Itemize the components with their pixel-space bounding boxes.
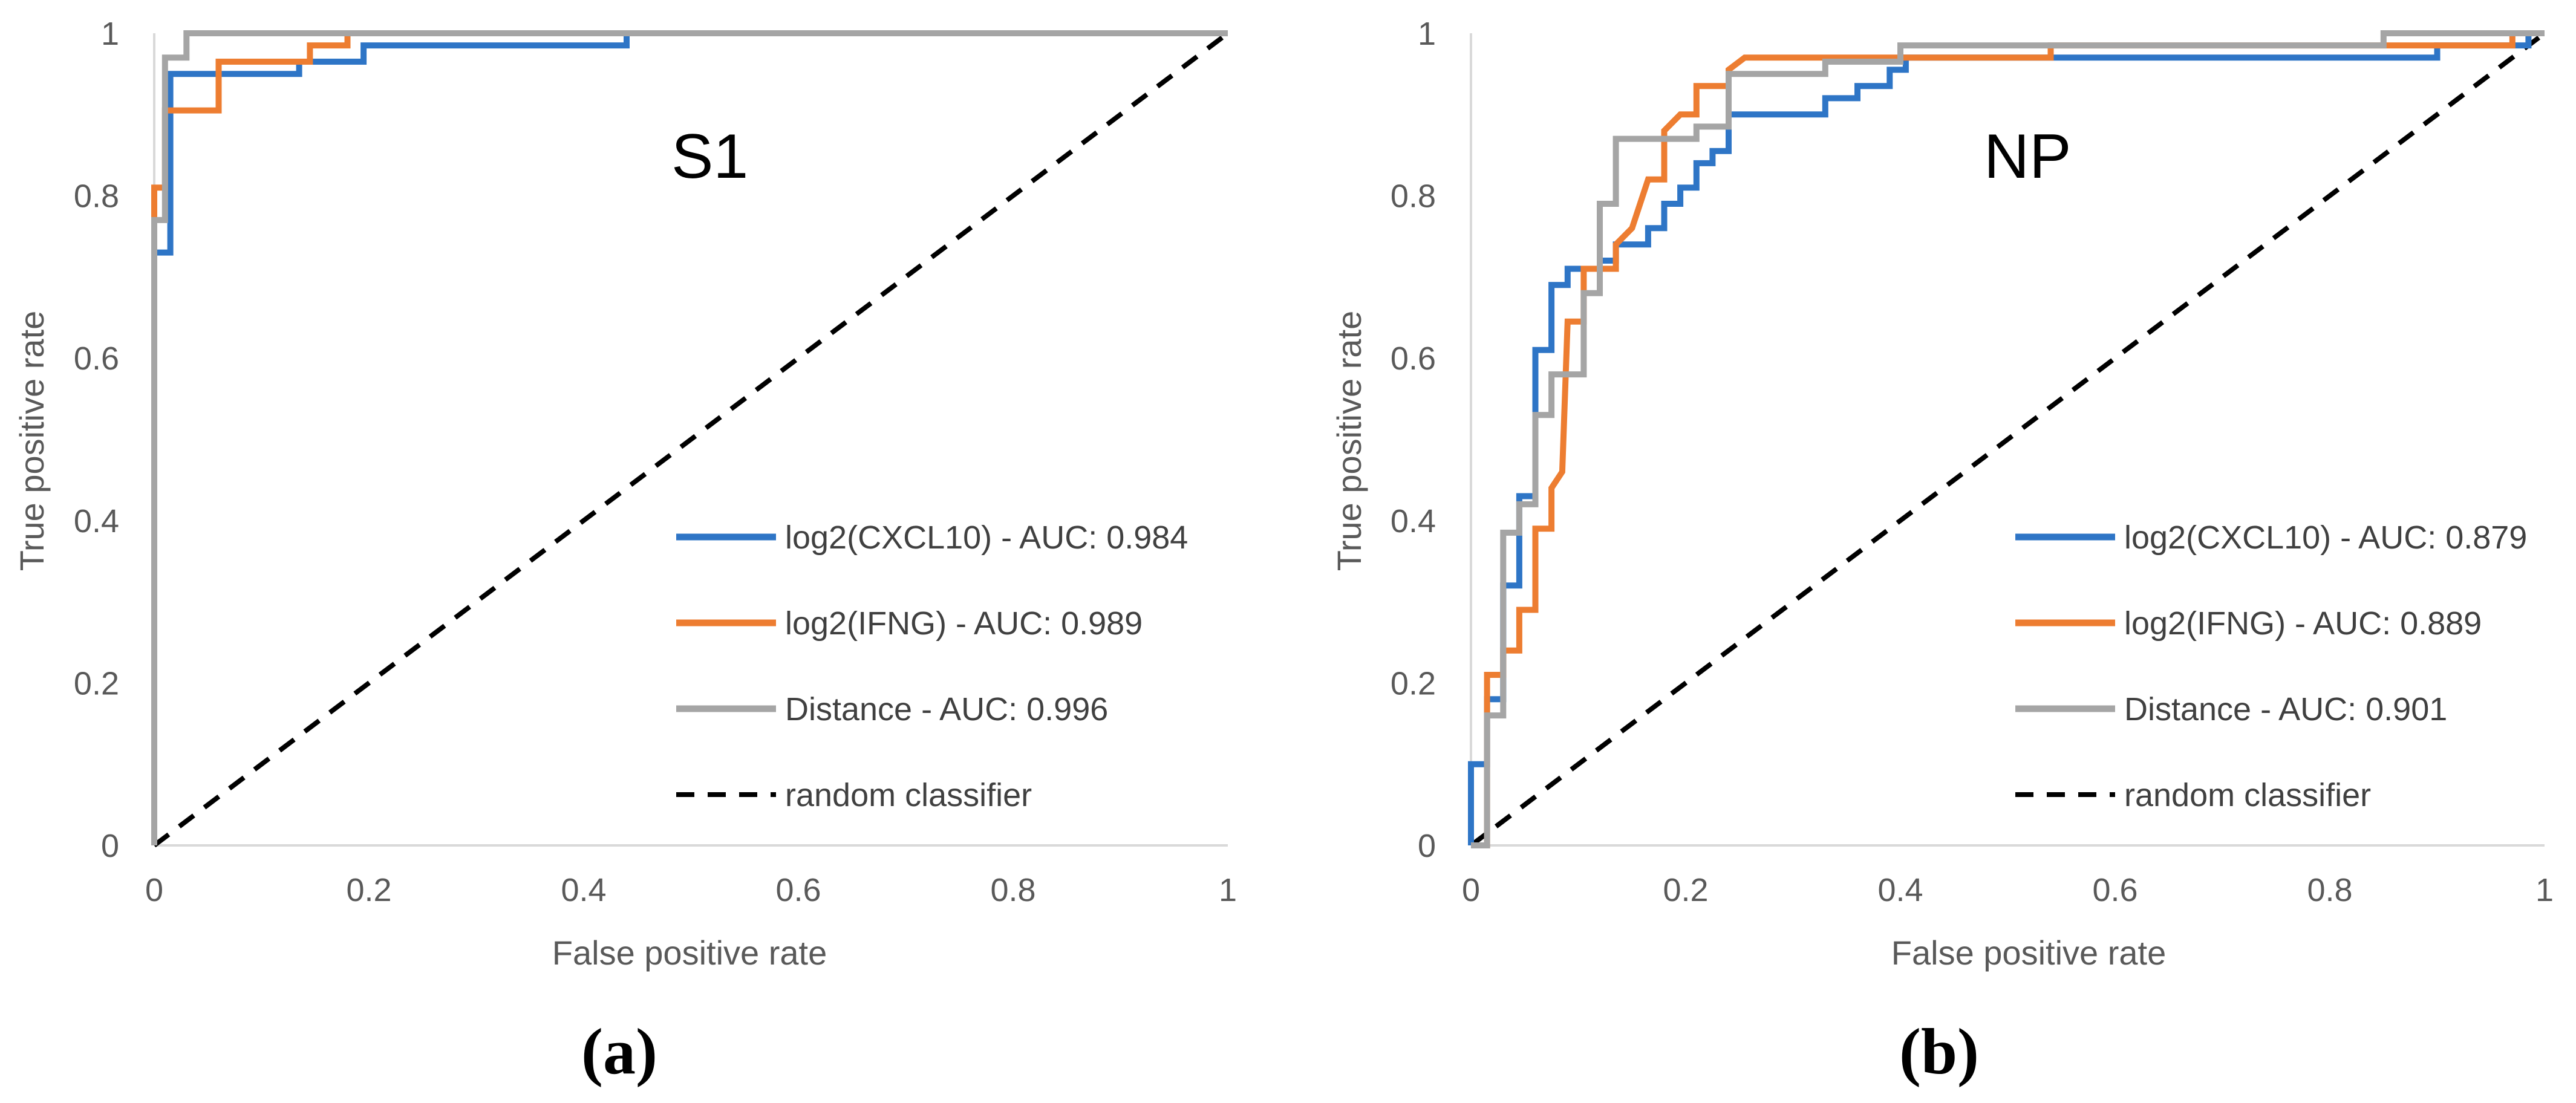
series-line-random-classifier bbox=[1469, 31, 2546, 848]
legend-label: log2(IFNG) - AUC: 0.989 bbox=[785, 605, 1143, 642]
figure-caption-a: (a) bbox=[581, 1016, 657, 1088]
legend-label: Distance - AUC: 0.901 bbox=[2124, 691, 2447, 727]
axes-b bbox=[1470, 33, 2545, 847]
legend-label: log2(IFNG) - AUC: 0.889 bbox=[2124, 605, 2482, 642]
x-tick-label: 1 bbox=[2535, 872, 2554, 908]
y-tick-label: 0.4 bbox=[1391, 503, 1436, 539]
x-tick-label: 0.4 bbox=[561, 872, 606, 908]
x-tick-label: 1 bbox=[1219, 872, 1237, 908]
series-line-log2-cxcl10-auc-0-879 bbox=[1468, 30, 2545, 845]
y-tick-label: 1 bbox=[101, 16, 119, 52]
y-axis-title-b: True positive rate bbox=[1330, 311, 1368, 571]
series-line-distance-auc-0-901 bbox=[1471, 30, 2545, 848]
y-tick-label: 1 bbox=[1418, 16, 1436, 52]
x-tick-label: 0.2 bbox=[1663, 872, 1708, 908]
chart-title-a: S1 bbox=[671, 122, 748, 192]
y-tick-label: 0.2 bbox=[74, 665, 119, 701]
series-line-log2-ifng-auc-0-889 bbox=[1471, 30, 2545, 848]
x-tick-label: 0.8 bbox=[2307, 872, 2352, 908]
y-tick-label: 0.2 bbox=[1391, 665, 1436, 701]
y-axis-title-a: True positive rate bbox=[13, 311, 51, 571]
y-tick-label: 0.8 bbox=[74, 178, 119, 215]
figure-caption-b: (b) bbox=[1899, 1016, 1979, 1088]
y-tick-label: 0 bbox=[1418, 828, 1436, 864]
legend-label: Distance - AUC: 0.996 bbox=[785, 691, 1108, 727]
series-line-distance-auc-0-996 bbox=[151, 30, 1228, 845]
legend-a: log2(CXCL10) - AUC: 0.984 log2(IFNG) - AU… bbox=[676, 519, 1188, 813]
legend-label: random classifier bbox=[2124, 777, 2371, 813]
x-tick-label: 0.4 bbox=[1877, 872, 1923, 908]
y-tick-label: 0.4 bbox=[74, 503, 119, 539]
x-tick-label: 0 bbox=[145, 872, 163, 908]
chart-panel-a: 0 0.2 0.4 0.6 0.8 1 0 0.2 0.4 0.6 0.8 1 S1 False po… bbox=[13, 16, 1237, 1088]
x-tick-label: 0 bbox=[1462, 872, 1480, 908]
y-tick-label: 0.8 bbox=[1391, 178, 1436, 215]
series-group-a bbox=[151, 30, 1230, 848]
chart-panel-b: 0 0.2 0.4 0.6 0.8 1 0 0.2 0.4 0.6 0.8 1 NP False po… bbox=[1330, 16, 2554, 1088]
ticks-a: 0 0.2 0.4 0.6 0.8 1 0 0.2 0.4 0.6 0.8 1 bbox=[74, 16, 1237, 908]
series-group-b bbox=[1468, 30, 2546, 848]
x-tick-label: 0.6 bbox=[2092, 872, 2137, 908]
x-axis-title-b: False positive rate bbox=[1891, 934, 2166, 972]
chart-title-b: NP bbox=[1984, 122, 2071, 192]
x-axis-title-a: False positive rate bbox=[552, 934, 827, 972]
legend-label: log2(CXCL10) - AUC: 0.879 bbox=[2124, 519, 2527, 556]
legend-b: log2(CXCL10) - AUC: 0.879 log2(IFNG) - AU… bbox=[2015, 519, 2527, 813]
x-tick-label: 0.6 bbox=[775, 872, 821, 908]
y-tick-label: 0 bbox=[101, 828, 119, 864]
series-line-log2-ifng-auc-0-989 bbox=[151, 30, 1228, 845]
ticks-b: 0 0.2 0.4 0.6 0.8 1 0 0.2 0.4 0.6 0.8 1 bbox=[1391, 16, 2554, 908]
y-tick-label: 0.6 bbox=[1391, 340, 1436, 377]
x-tick-label: 0.8 bbox=[990, 872, 1035, 908]
y-tick-label: 0.6 bbox=[74, 340, 119, 377]
legend-label: log2(CXCL10) - AUC: 0.984 bbox=[785, 519, 1188, 556]
legend-label: random classifier bbox=[785, 777, 1032, 813]
series-line-random-classifier bbox=[152, 31, 1230, 848]
x-tick-label: 0.2 bbox=[346, 872, 391, 908]
